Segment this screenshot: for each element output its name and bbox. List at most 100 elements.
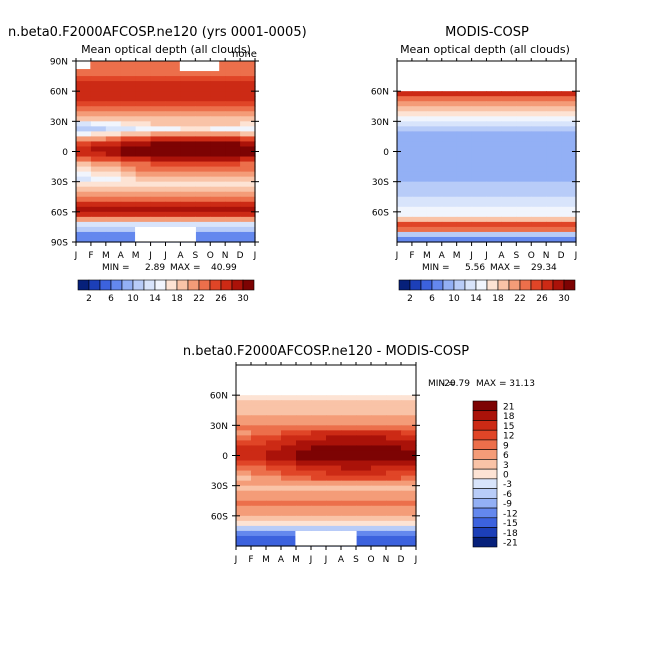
field-cell — [266, 520, 282, 527]
field-cell — [296, 405, 312, 411]
field-cell — [210, 121, 226, 127]
field-cell — [371, 460, 387, 467]
field-cell — [251, 505, 267, 512]
field-cell — [195, 191, 211, 198]
field-cell — [411, 146, 428, 153]
field-cell — [120, 141, 137, 148]
field-cell — [90, 106, 107, 112]
field-cell — [150, 196, 167, 203]
field-cell — [311, 485, 327, 492]
field-cell — [531, 231, 547, 238]
field-cell — [76, 216, 92, 223]
field-cell — [311, 520, 327, 527]
y-tick-label: 0 — [383, 148, 389, 158]
field-cell — [281, 415, 297, 421]
field-cell — [150, 191, 167, 198]
field-cell — [150, 91, 167, 97]
field-cell — [195, 136, 211, 143]
field-cell — [411, 226, 428, 233]
colorbar-swatch — [472, 410, 498, 421]
field-cell — [165, 116, 182, 122]
field-cell — [76, 186, 92, 193]
field-cell — [501, 111, 517, 117]
field-cell — [296, 515, 312, 522]
field-cell — [240, 196, 256, 203]
field-cell — [281, 405, 297, 411]
field-cell — [105, 121, 122, 127]
field-cell — [341, 510, 357, 517]
field-cell — [76, 236, 92, 243]
field-cell — [561, 181, 577, 188]
field-cell — [397, 171, 413, 178]
field-cell — [105, 111, 122, 117]
field-cell — [236, 460, 252, 467]
field-cell — [296, 425, 312, 431]
field-cell — [516, 161, 532, 168]
x-tick-label: S — [513, 251, 519, 261]
field-cell — [251, 400, 267, 406]
field-cell — [311, 490, 327, 497]
x-tick-label: S — [353, 555, 359, 565]
field-cell — [225, 61, 241, 67]
field-cell — [90, 66, 107, 72]
field-cell — [546, 236, 562, 243]
field-cell — [426, 116, 443, 122]
field-cell — [150, 131, 167, 138]
field-cell — [240, 176, 256, 183]
field-cell — [456, 181, 473, 188]
field-cell — [311, 405, 327, 411]
field-cell — [240, 91, 256, 97]
field-cell — [371, 430, 387, 436]
field-cell — [341, 505, 357, 512]
colorbar-label: -3 — [503, 480, 512, 490]
field-cell — [105, 71, 122, 77]
field-cell — [546, 196, 562, 203]
field-cell — [456, 156, 473, 163]
field-cell — [531, 196, 547, 203]
field-cell — [76, 91, 92, 97]
field-cell — [240, 111, 256, 117]
field-cell — [356, 420, 372, 426]
field-cell — [386, 420, 402, 426]
colorbar-label: 12 — [503, 432, 514, 442]
field-cell — [251, 410, 267, 416]
field-cell — [311, 470, 327, 477]
field-cell — [195, 221, 211, 228]
field-cell — [225, 121, 241, 127]
field-cell — [401, 470, 417, 477]
field-cell — [251, 435, 267, 442]
field-cell — [105, 131, 122, 138]
field-cell — [225, 201, 241, 208]
field-cell — [501, 151, 517, 158]
field-cell — [105, 171, 122, 178]
field-cell — [471, 136, 488, 143]
panel-diff-max-label: MAX = — [476, 379, 507, 389]
field-cell — [281, 440, 297, 447]
field-cell — [471, 161, 488, 168]
field-cell — [456, 151, 473, 158]
field-cell — [165, 141, 182, 148]
field-cell — [76, 196, 92, 203]
field-cell — [296, 470, 312, 477]
field-cell — [165, 161, 182, 168]
field-cell — [326, 430, 342, 436]
field-cell — [150, 96, 167, 102]
field-cell — [135, 216, 152, 223]
field-cell — [281, 515, 297, 522]
colorbar-swatch — [165, 279, 178, 291]
field-cell — [135, 201, 152, 208]
field-cell — [411, 171, 428, 178]
field-cell — [486, 96, 503, 102]
field-cell — [236, 530, 252, 537]
field-cell — [266, 480, 282, 487]
field-cell — [236, 475, 252, 482]
field-cell — [90, 76, 107, 82]
field-cell — [456, 201, 473, 208]
panel-model-corner-label: none — [232, 49, 257, 60]
field-cell — [281, 445, 297, 452]
field-cell — [236, 465, 252, 472]
field-cell — [397, 111, 413, 117]
field-cell — [531, 136, 547, 143]
field-cell — [90, 156, 107, 163]
field-cell — [180, 86, 196, 92]
